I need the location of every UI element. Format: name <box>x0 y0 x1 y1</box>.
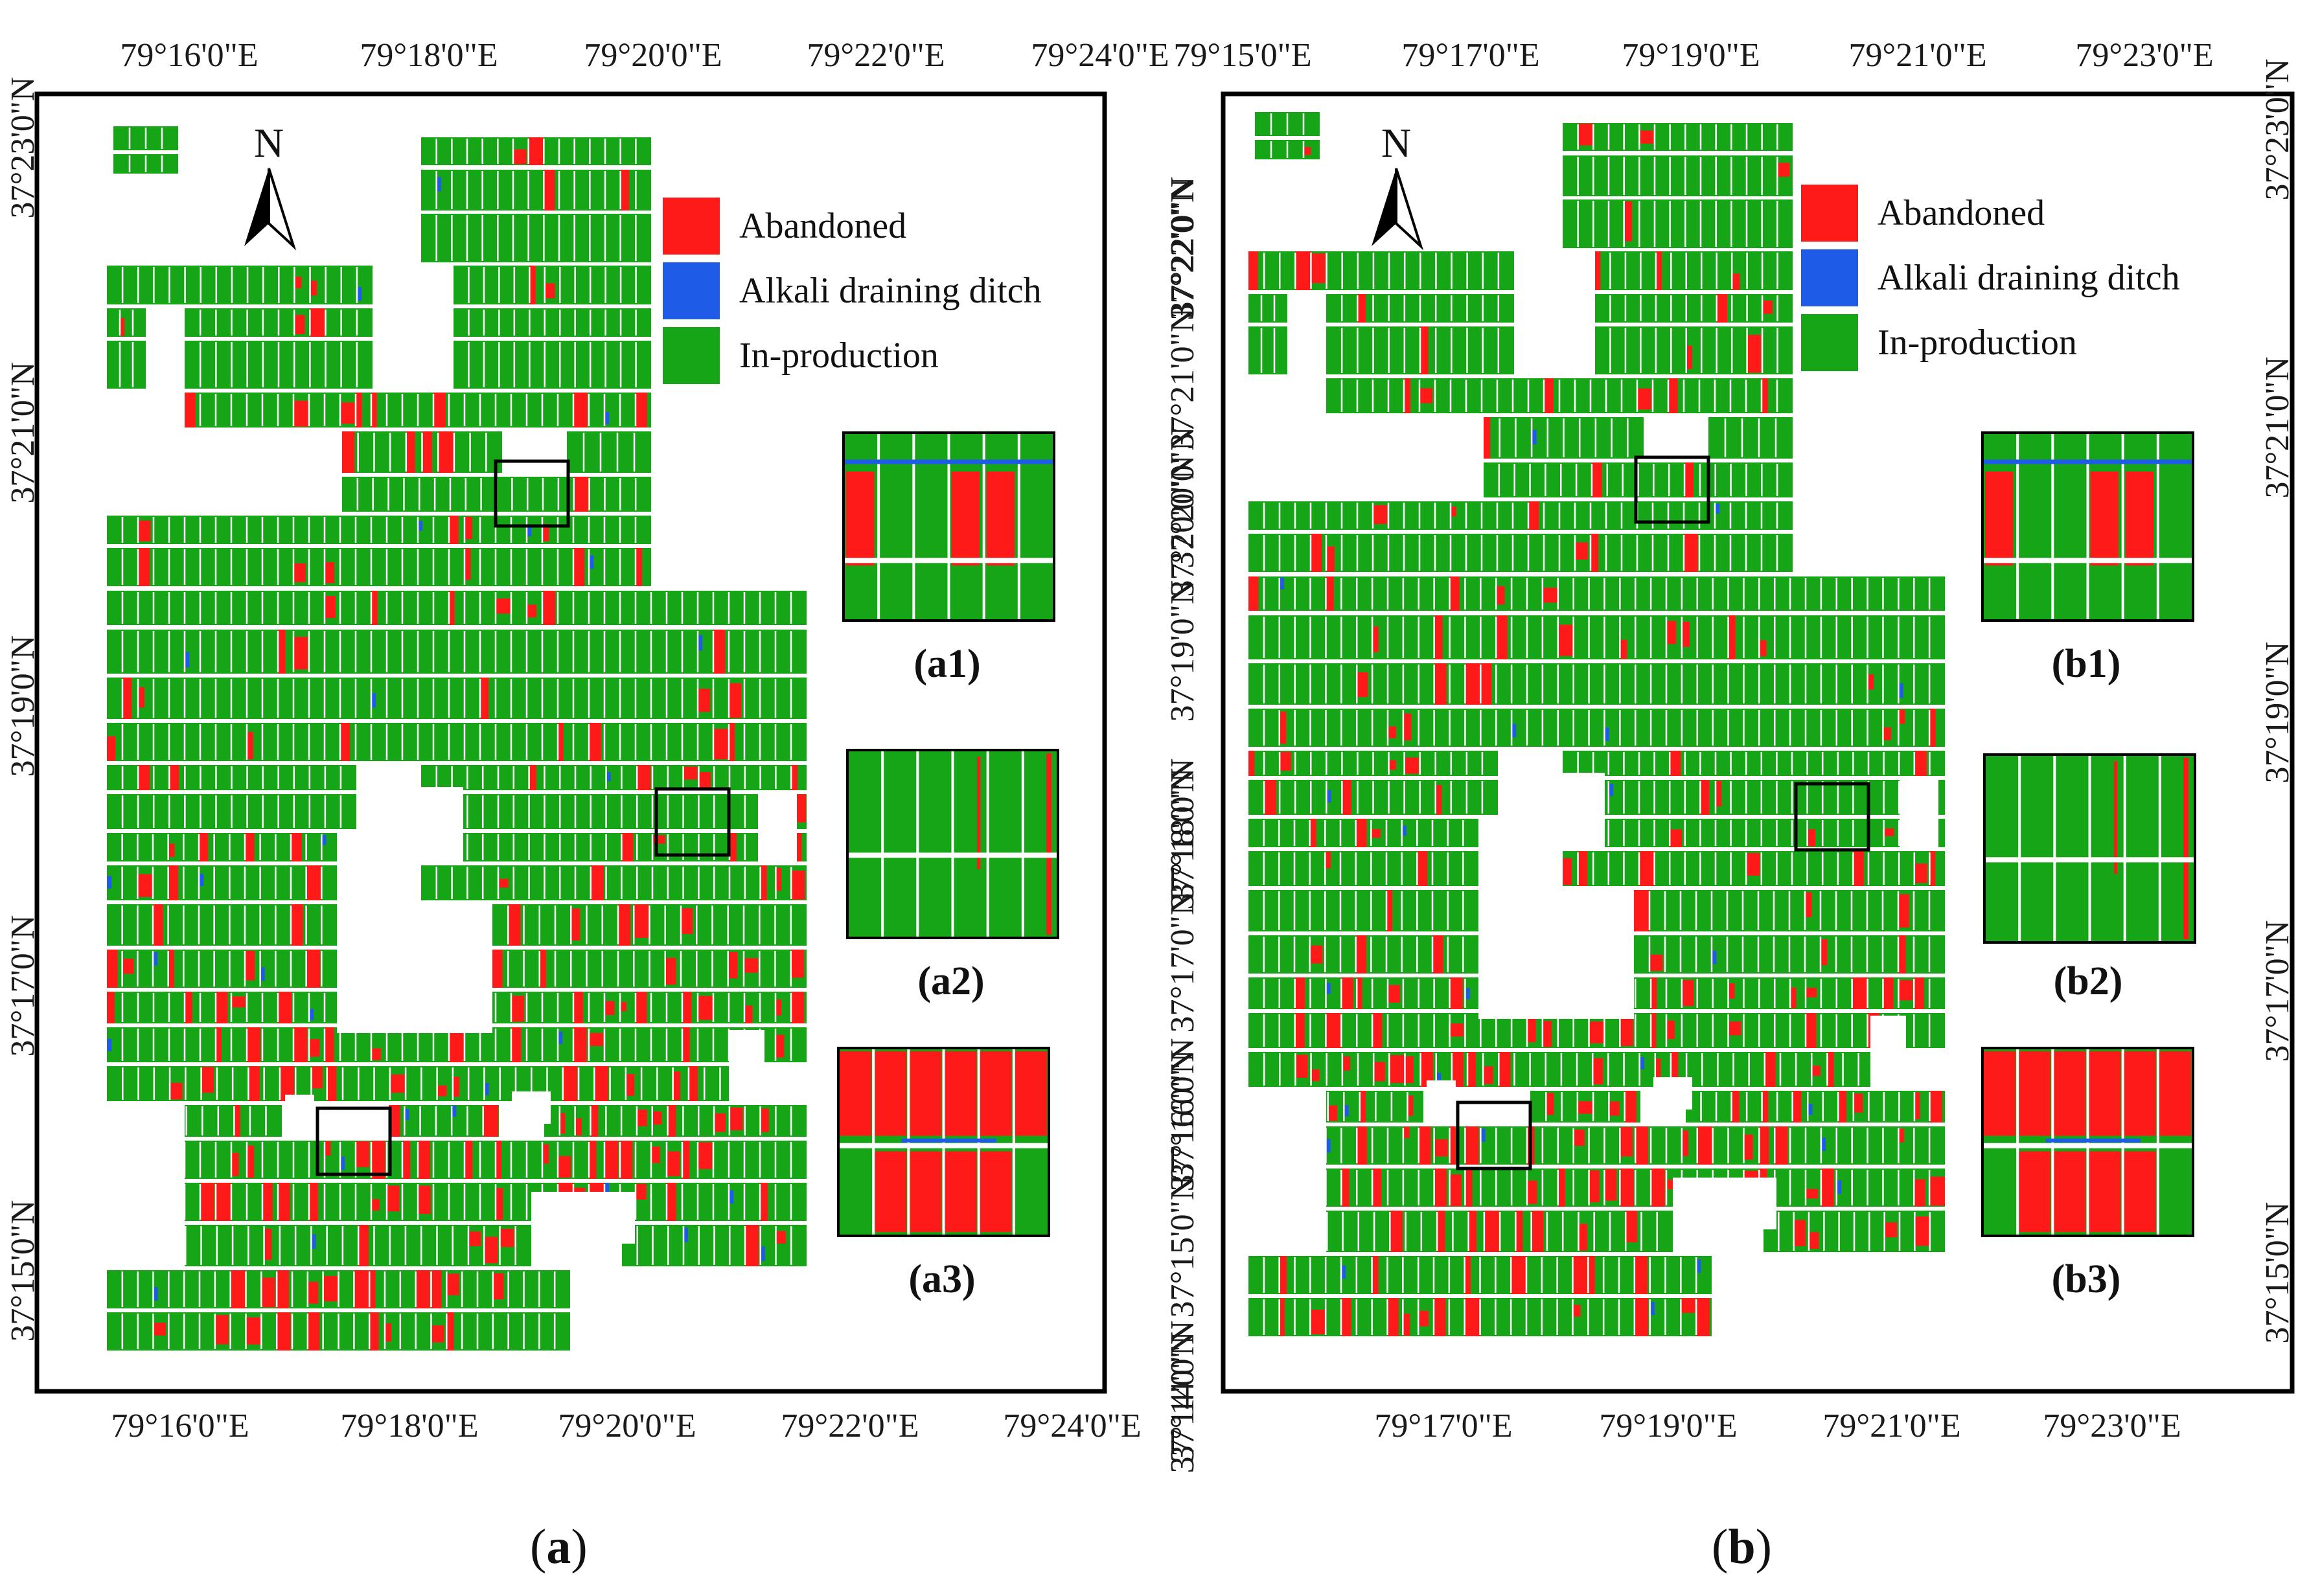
panel-a-right_ticks-tick-1: 37°20'0"N <box>1164 455 1201 597</box>
legend-label-abandoned: Abandoned <box>1878 193 2045 233</box>
inset-b2: (b2) <box>1983 753 2196 1003</box>
panel-a-left_ticks-tick-1: 37°21'0"N <box>5 362 41 504</box>
panel-a-top_ticks-tick-0: 79°16'0"E <box>120 37 258 74</box>
legend-swatch-production <box>1801 314 1858 371</box>
panel-b-right_ticks-tick-1: 37°21'0"N <box>2259 357 2296 499</box>
panel-b-left_ticks-tick-2: 37°20'0"N <box>1164 427 1201 569</box>
legend-label-abandoned: Abandoned <box>739 206 906 246</box>
inset-a3-label: (a3) <box>908 1257 975 1301</box>
panel-b-top_ticks-tick-2: 79°19'0"E <box>1622 37 1760 74</box>
inset-b2-label: (b2) <box>2054 959 2123 1003</box>
panel-a-frame <box>34 91 1107 1394</box>
panel-a-map <box>94 126 807 1351</box>
panel-a-top_ticks-tick-3: 79°22'0"E <box>807 37 945 74</box>
legend-label-production: In-production <box>739 336 939 376</box>
panel-b-left_ticks-tick-6: 37°16'0"N <box>1164 1038 1201 1180</box>
panel-a-right_ticks-tick-4: 37°14'0"N <box>1164 1332 1201 1474</box>
legend-label-ditch: Alkali draining ditch <box>739 271 1042 311</box>
panel-b-top_ticks-tick-1: 79°17'0"E <box>1401 37 1539 74</box>
panel-a-bottom_ticks-tick-0: 79°16'0"E <box>111 1408 249 1444</box>
panel-b-top_ticks-tick-0: 79°15'0"E <box>1173 37 1311 74</box>
legend-swatch-ditch <box>663 262 720 319</box>
panel-b-right_ticks-tick-4: 37°15'0"N <box>2259 1202 2296 1344</box>
panel-a-left_ticks-tick-0: 37°23'0"N <box>5 77 41 219</box>
panel-a-bottom_ticks-tick-1: 79°18'0"E <box>340 1408 478 1444</box>
panel-b-north-arrow-icon: N <box>1372 120 1424 251</box>
inset-a2-label: (a2) <box>917 959 984 1003</box>
panel-b-left_ticks-tick-0: 37°22'0"N <box>1164 177 1201 319</box>
panel-b-right_ticks-tick-2: 37°19'0"N <box>2259 642 2296 784</box>
legend-label-ditch: Alkali draining ditch <box>1878 258 2180 298</box>
map-a-selection-box-2 <box>654 787 731 857</box>
inset-b1: (b1) <box>1981 431 2194 686</box>
inset-a1-label: (a1) <box>913 642 980 686</box>
panel-a-caption: (a) <box>530 1520 588 1574</box>
inset-a2: (a2) <box>846 749 1059 1003</box>
inset-b3: (b3) <box>1981 1047 2194 1301</box>
legend-swatch-abandoned <box>1801 185 1858 242</box>
panel-b-right_ticks-tick-0: 37°23'0"N <box>2259 59 2296 201</box>
panel-a-north-arrow-icon: N <box>244 120 297 251</box>
panel-a-left_ticks-tick-3: 37°17'0"N <box>5 915 41 1057</box>
panel-b-left_ticks-tick-7: 37°15'0"N <box>1164 1176 1201 1318</box>
panel-b-left_ticks-tick-8: 37°14'0"N <box>1164 1321 1201 1463</box>
panel-a-right_ticks-tick-2: 37°18'0"N <box>1164 768 1201 910</box>
panel-a-right_ticks-tick-0: 37°22'0"N <box>1164 179 1201 321</box>
panel-b-left_ticks-tick-4: 37°18'0"N <box>1164 758 1201 900</box>
map-b-selection-box-2 <box>1794 782 1870 852</box>
map-a-selection-box-1 <box>494 459 570 528</box>
inset-a1: (a1) <box>842 431 1055 686</box>
legend-swatch-abandoned <box>663 198 720 255</box>
inset-a3: (a3) <box>837 1047 1050 1301</box>
panel-a-right_ticks-tick-3: 37°16'0"N <box>1164 1050 1201 1192</box>
inset-b1-label: (b1) <box>2052 642 2121 686</box>
panel-b-north-arrow-icon-label: N <box>1381 120 1411 166</box>
panel-a-bottom_ticks-tick-3: 79°22'0"E <box>781 1408 919 1444</box>
map-a-selection-box-3 <box>316 1106 392 1176</box>
panel-b-right_ticks-tick-3: 37°17'0"N <box>2259 920 2296 1062</box>
legend-swatch-production <box>663 327 720 384</box>
panel-a-bottom_ticks-tick-2: 79°20'0"E <box>558 1408 696 1444</box>
legend-label-production: In-production <box>1878 323 2077 363</box>
legend-swatch-ditch <box>1801 249 1858 306</box>
panel-a-north-arrow-icon-label: N <box>254 120 284 166</box>
panel-b-top_ticks-tick-3: 79°21'0"E <box>1848 37 1986 74</box>
panel-a-top_ticks-tick-2: 79°20'0"E <box>584 37 722 74</box>
panel-a-left_ticks-tick-4: 37°15'0"N <box>5 1200 41 1342</box>
inset-b3-label: (b3) <box>2052 1257 2121 1301</box>
panel-b-frame <box>1221 91 2295 1394</box>
map-b-selection-box-1 <box>1634 455 1710 524</box>
panel-b-bottom_ticks-tick-2: 79°21'0"E <box>1822 1408 1960 1444</box>
panel-b-left_ticks-tick-3: 37°19'0"N <box>1164 580 1201 722</box>
panel-a-left_ticks-tick-2: 37°19'0"N <box>5 635 41 777</box>
panel-b-left_ticks-tick-5: 37°17'0"N <box>1164 891 1201 1033</box>
panel-b-bottom_ticks-tick-1: 79°19'0"E <box>1599 1408 1737 1444</box>
panel-b-top_ticks-tick-4: 79°23'0"E <box>2075 37 2213 74</box>
panel-a-bottom_ticks-tick-4: 79°24'0"E <box>1003 1408 1141 1444</box>
panel-a-legend: Abandoned Alkali draining ditch In-product… <box>663 198 1042 384</box>
panel-b-bottom_ticks-tick-3: 79°23'0"E <box>2043 1408 2181 1444</box>
panel-b-bottom_ticks-tick-0: 79°17'0"E <box>1374 1408 1512 1444</box>
panel-a-top_ticks-tick-4: 79°24'0"E <box>1031 37 1169 74</box>
panel-b-legend: Abandoned Alkali draining ditch In-product… <box>1801 185 2180 371</box>
map-b-selection-box-3 <box>1456 1100 1532 1170</box>
panel-b-caption: (b) <box>1712 1520 1772 1574</box>
panel-b-left_ticks-tick-1: 37°21'0"N <box>1164 308 1201 450</box>
panel-a-top_ticks-tick-1: 79°18'0"E <box>360 37 498 74</box>
panel-b-map <box>1235 112 1945 1336</box>
